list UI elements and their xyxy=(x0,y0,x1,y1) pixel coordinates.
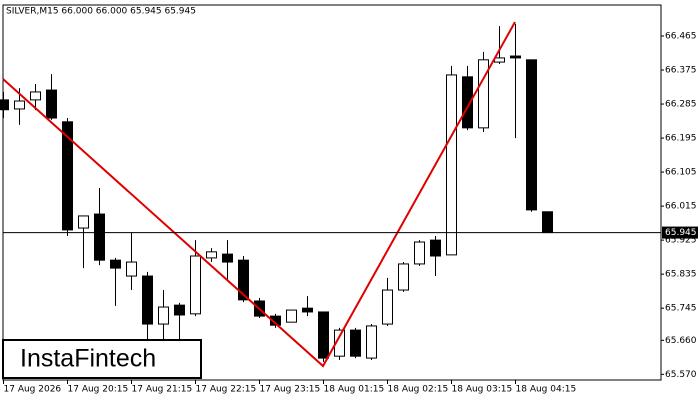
candle-body xyxy=(286,309,297,323)
candle-body xyxy=(318,311,329,359)
candle-body xyxy=(46,89,57,119)
candle-body xyxy=(478,59,489,129)
y-tick-label: 65.925 xyxy=(665,236,697,246)
candle-body xyxy=(334,329,345,357)
candle-body xyxy=(350,329,361,357)
candles xyxy=(0,23,553,362)
candle-body xyxy=(78,215,89,229)
candle-body xyxy=(430,239,441,257)
candle-body xyxy=(446,74,457,256)
logo-box xyxy=(2,339,202,379)
candle-body xyxy=(414,241,425,265)
logo: InstaFintech xyxy=(20,345,156,373)
pattern-line xyxy=(2,21,516,368)
candle-body xyxy=(238,259,249,301)
x-tick-label: 17 Aug 20:15 xyxy=(68,385,129,395)
y-tick-label: 65.660 xyxy=(665,336,697,346)
candle-body xyxy=(206,251,217,259)
y-tick-label: 66.015 xyxy=(665,202,697,212)
candle-body xyxy=(110,259,121,269)
last-price-box xyxy=(662,226,698,239)
candle-body xyxy=(62,121,73,231)
x-tick-label: 18 Aug 04:15 xyxy=(516,385,577,395)
candle-body xyxy=(158,306,169,325)
candle-body xyxy=(382,289,393,325)
candle-body xyxy=(94,213,105,261)
x-tick-label: 17 Aug 22:15 xyxy=(196,385,257,395)
candle-body xyxy=(462,76,473,129)
x-tick-label: 17 Aug 23:15 xyxy=(260,385,321,395)
candle-body xyxy=(398,263,409,291)
x-tick-label: 18 Aug 03:15 xyxy=(452,385,513,395)
candle-body xyxy=(126,261,137,277)
y-tick-label: 65.570 xyxy=(665,370,697,380)
x-tick-label: 18 Aug 02:15 xyxy=(388,385,449,395)
x-tick-label: 17 Aug 2026 xyxy=(4,385,62,395)
candle-body xyxy=(526,59,537,211)
candle-body xyxy=(366,325,377,359)
x-tick-label: 17 Aug 21:15 xyxy=(132,385,193,395)
last-price-label: 65.945 xyxy=(665,228,697,238)
y-tick-label: 66.285 xyxy=(665,100,697,110)
candle-body xyxy=(302,307,313,313)
y-tick-label: 66.105 xyxy=(665,168,697,178)
candle-body xyxy=(494,57,505,63)
y-tick-label: 66.375 xyxy=(665,66,697,76)
candle-body xyxy=(190,255,201,315)
candle-body xyxy=(142,275,153,325)
candle-body xyxy=(542,211,553,234)
y-tick-label: 65.745 xyxy=(665,304,697,314)
y-tick-label: 66.465 xyxy=(665,31,697,41)
plot-frame xyxy=(2,4,662,381)
y-tick-label: 66.195 xyxy=(665,134,697,144)
candle-body xyxy=(14,100,25,110)
candle-body xyxy=(174,304,185,316)
candle-body xyxy=(270,315,281,326)
candle-body xyxy=(0,99,9,111)
y-tick-label: 65.835 xyxy=(665,270,697,280)
candle-body xyxy=(510,55,521,59)
candle-body xyxy=(30,91,41,101)
candle-body xyxy=(222,253,233,263)
x-tick-label: 18 Aug 01:15 xyxy=(324,385,385,395)
chart-title: SILVER,M15 66.000 66.000 65.945 65.945 xyxy=(6,7,196,17)
